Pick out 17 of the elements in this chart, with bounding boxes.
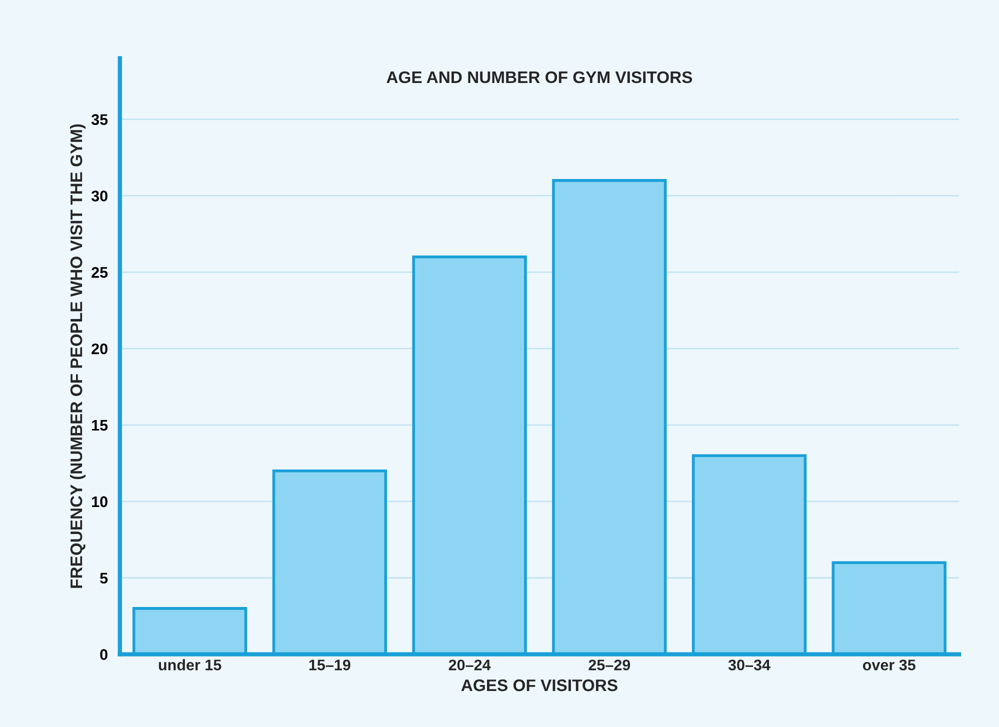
x-tick-label: 15–19 [309,660,350,670]
y-tick-label: 35 [91,114,108,126]
x-tick-label: 20–24 [448,660,491,670]
y-tick-label: 10 [92,496,108,508]
y-tick-label: 15 [92,420,108,431]
text: AGE AND NUMBER OF GYM VISITORS [386,71,692,84]
x-axis-title: AGES OF VISITORS [461,679,618,692]
y-tick-label: 25 [92,267,108,278]
y-tick-label: 5 [100,572,108,584]
x-tick-label: over 35 [862,660,916,670]
x-tick-label: under 15 [158,659,222,670]
y-tick-label: 20 [92,343,108,354]
x-tick-label: 30–34 [728,660,770,670]
x-tick-label: 25–29 [588,660,630,670]
y-tick-label: 0 [100,649,108,660]
y-axis-title: FREQUENCY (NUMBER OF PEOPLE WHO VISIT THE GYM) [70,124,86,588]
y-tick-label: 30 [91,190,108,202]
